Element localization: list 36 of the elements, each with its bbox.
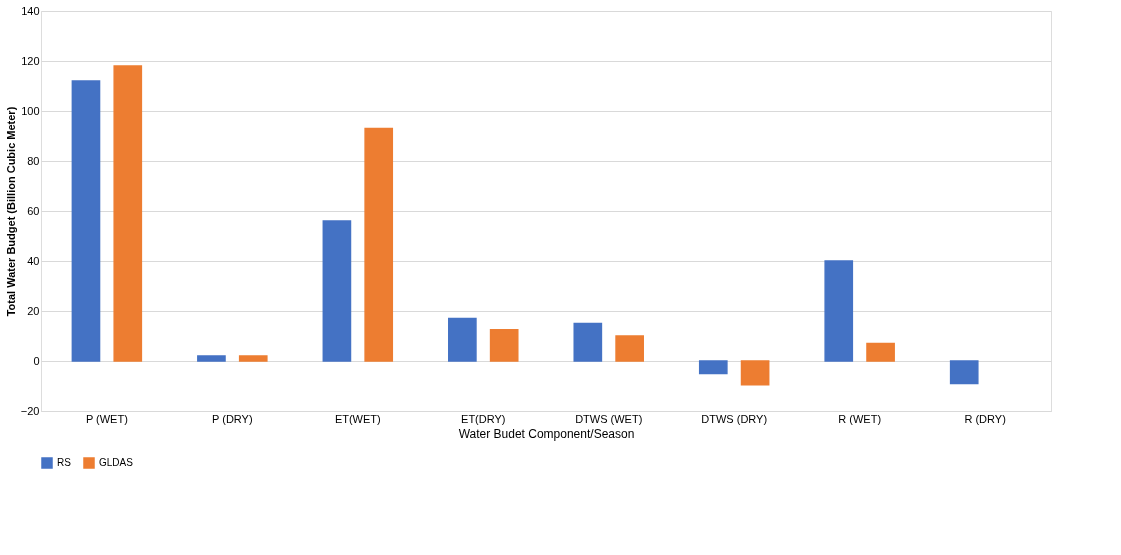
legend-label: GLDAS: [99, 457, 134, 468]
y-axis-title: Total Water Budget (Billion Cubic Meter): [4, 106, 17, 317]
bar: [740, 360, 770, 386]
x-tick-label: DTWS (WET): [575, 412, 643, 425]
x-axis-title: Water Budet Component/Season: [458, 426, 635, 441]
y-tick-label: 80: [27, 154, 40, 167]
x-tick-label: ET(WET): [334, 412, 381, 425]
bar: [949, 360, 979, 385]
x-tick-label: R (WET): [838, 412, 882, 425]
bar: [322, 220, 352, 362]
x-tick-label: DTWS (DRY): [701, 412, 768, 425]
bar: [364, 127, 394, 362]
y-tick-label: −20: [20, 404, 40, 417]
bar: [698, 360, 728, 375]
bar: [824, 260, 854, 362]
bar: [238, 355, 268, 362]
bar: [71, 80, 101, 362]
bar: [448, 317, 477, 362]
y-tick-label: 60: [27, 204, 40, 217]
bar: [113, 65, 143, 362]
y-tick-label: 20: [27, 304, 40, 317]
bar: [866, 342, 895, 362]
bar: [197, 355, 226, 362]
y-tick-label: 100: [21, 104, 40, 117]
x-tick-label: R (DRY): [964, 412, 1006, 425]
bar: [615, 335, 644, 362]
legend-label: RS: [57, 457, 72, 468]
y-tick-label: 40: [27, 254, 40, 267]
bar: [489, 329, 519, 362]
y-tick-label: 140: [21, 4, 40, 17]
x-tick-label: ET(DRY): [461, 412, 506, 425]
y-tick-label: 0: [33, 354, 40, 367]
bar: [573, 322, 603, 362]
y-tick-label: 120: [21, 54, 40, 67]
x-tick-label: P (DRY): [212, 412, 253, 425]
x-tick-label: P (WET): [85, 412, 128, 425]
